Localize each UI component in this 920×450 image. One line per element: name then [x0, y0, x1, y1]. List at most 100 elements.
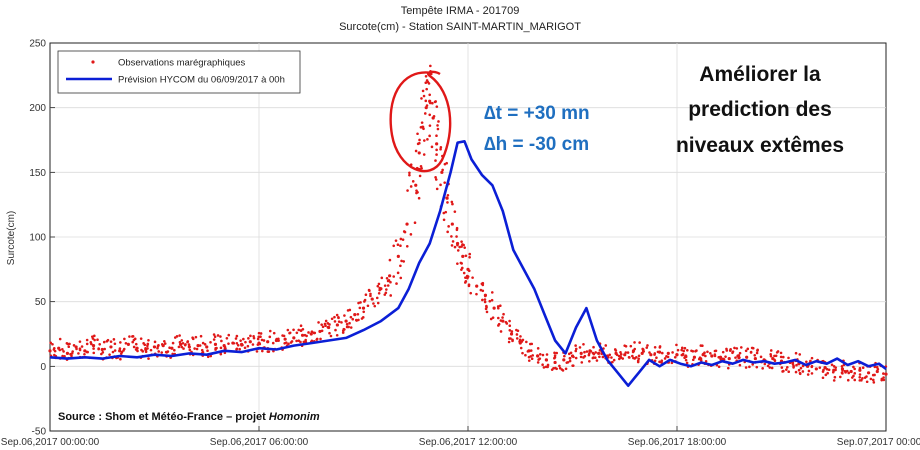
observation-point [435, 142, 439, 146]
observation-point [345, 322, 349, 326]
observation-point [508, 337, 511, 340]
observation-point [450, 222, 454, 226]
observation-point [132, 345, 136, 349]
observation-point [441, 168, 444, 172]
observation-point [546, 363, 550, 367]
observation-point [519, 335, 522, 338]
observation-point [713, 354, 717, 358]
observation-point [483, 298, 487, 301]
observation-point [467, 283, 471, 286]
observation-point [128, 335, 131, 338]
observation-point [401, 238, 405, 241]
observation-point [186, 340, 190, 343]
observation-point [346, 309, 350, 312]
observation-point [85, 338, 89, 342]
observation-point [610, 356, 613, 359]
observation-point [434, 176, 437, 179]
observation-point [326, 325, 330, 329]
observation-point [376, 301, 380, 305]
observation-point [227, 342, 230, 345]
observation-point [591, 356, 595, 360]
observation-point [143, 343, 147, 347]
observation-point [235, 342, 239, 345]
observation-point [461, 254, 465, 258]
observation-point [542, 366, 546, 369]
observation-point [413, 221, 417, 224]
observation-point [753, 356, 757, 361]
observation-point [446, 230, 449, 234]
observation-point [545, 359, 548, 362]
observation-point [508, 329, 512, 332]
observation-point [876, 367, 880, 371]
observation-point [320, 329, 324, 333]
observation-point [91, 337, 95, 340]
observation-point [220, 339, 223, 343]
chart-subtitle: Surcote(cm) - Station SAINT-MARTIN_MARIG… [339, 21, 581, 33]
observation-point [335, 313, 339, 317]
observation-point [383, 284, 387, 287]
observation-point [619, 350, 622, 354]
observation-point [447, 225, 450, 228]
observation-point [550, 368, 554, 371]
observation-point [524, 353, 527, 357]
observation-point [392, 244, 396, 248]
observation-point [337, 320, 341, 323]
observation-point [710, 354, 714, 358]
observation-point [882, 376, 885, 379]
observation-point [179, 342, 183, 346]
observation-point [378, 286, 382, 290]
observation-point [261, 349, 264, 353]
observation-point [499, 319, 503, 322]
observation-point [248, 340, 252, 344]
observation-point [428, 134, 431, 138]
observation-point [527, 359, 531, 362]
observation-point [337, 316, 340, 320]
observation-point [740, 346, 743, 349]
observation-point [146, 342, 150, 346]
observation-point [861, 366, 865, 370]
observation-point [653, 352, 657, 355]
observation-point [460, 240, 463, 243]
observation-point [593, 356, 597, 360]
observation-point [604, 344, 608, 347]
observation-point [809, 359, 812, 363]
observation-point [436, 124, 439, 127]
observation-point [684, 355, 688, 359]
source-credit-project: Homonim [269, 411, 320, 423]
observation-point [201, 350, 205, 354]
observation-point [366, 304, 370, 308]
observation-point [656, 350, 660, 354]
observation-point [515, 333, 519, 336]
observation-point [782, 369, 785, 373]
observation-point [526, 350, 530, 353]
observation-point [536, 354, 539, 357]
observation-point [427, 82, 431, 85]
headline-line-2: prediction des [688, 98, 832, 121]
observation-point [823, 366, 827, 369]
observation-point [101, 351, 105, 354]
observation-point [188, 348, 192, 352]
observation-point [655, 356, 658, 359]
observation-point [824, 373, 828, 377]
observation-point [303, 333, 307, 337]
observation-point [704, 360, 708, 363]
observation-point [256, 337, 260, 341]
observation-point [51, 342, 54, 346]
observation-point [545, 353, 549, 356]
observation-point [844, 371, 847, 374]
observation-point [323, 322, 327, 326]
observation-point [236, 343, 240, 347]
observation-point [759, 355, 763, 359]
observation-point [389, 294, 393, 297]
observation-point [147, 357, 150, 360]
observation-point [437, 120, 440, 123]
observation-point [109, 345, 113, 349]
observation-point [126, 342, 130, 346]
observation-point [564, 367, 568, 371]
observation-point [717, 365, 721, 369]
observation-point [144, 347, 147, 350]
observation-point [749, 351, 753, 354]
observation-point [721, 350, 725, 354]
observation-point [497, 316, 500, 320]
